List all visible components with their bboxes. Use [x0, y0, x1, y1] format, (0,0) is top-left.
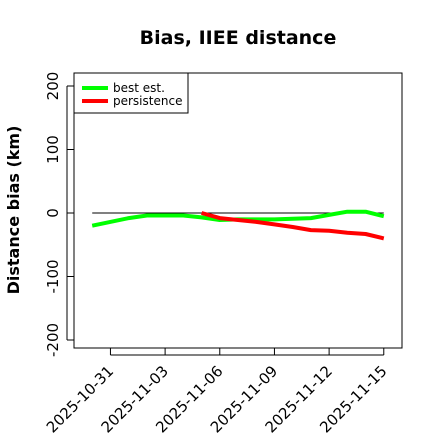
chart-title: Bias, IIEE distance	[140, 27, 337, 49]
y-tick-label: -200	[44, 323, 62, 357]
legend-label-best-est: best est.	[113, 81, 165, 95]
series-line-persistence	[201, 211, 385, 241]
y-tick-label: 200	[44, 72, 62, 101]
y-axis: -200 -100 0 100 200	[44, 72, 74, 357]
y-tick-label: 100	[44, 135, 62, 164]
series-line-best-est	[91, 209, 385, 228]
legend-label-persistence: persistence	[113, 94, 182, 108]
y-tick-label: -100	[44, 259, 62, 293]
series-layer	[91, 209, 385, 241]
plot-frame	[73, 72, 403, 349]
y-tick-label: 0	[44, 208, 62, 218]
y-axis-label: Distance bias (km)	[4, 126, 23, 295]
legend-box	[73, 72, 189, 114]
legend: best est. persistence	[73, 72, 189, 114]
x-axis: 2025-10-312025-11-032025-11-062025-11-09…	[43, 348, 391, 436]
